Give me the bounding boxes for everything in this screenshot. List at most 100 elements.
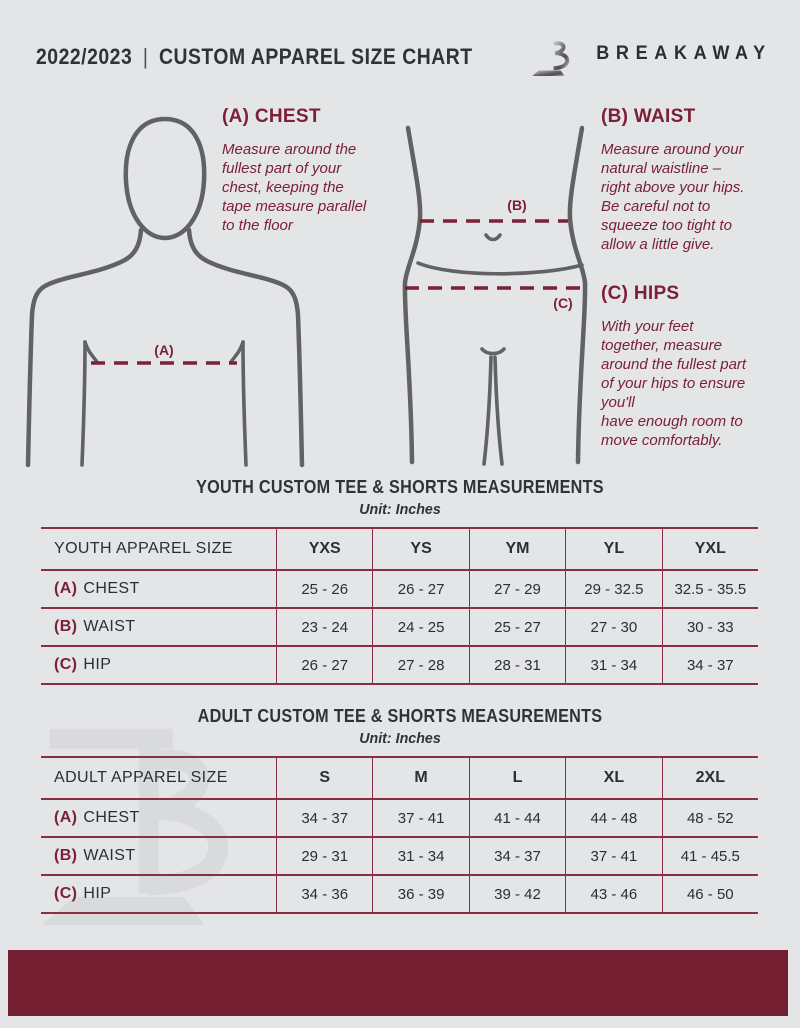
instruction-hips: (C) HIPS With your feet together, measur… <box>601 283 799 450</box>
table-row: (C) HIP 34 - 36 36 - 39 39 - 42 43 - 46 46 - 5… <box>41 876 758 914</box>
measurement-letter: (C) <box>54 885 78 902</box>
waist-line-label: (B) <box>507 197 526 213</box>
size-column-header: 2XL <box>661 758 758 798</box>
watermark-b-logo <box>41 728 229 925</box>
breakaway-b-logo-icon <box>532 37 570 76</box>
body-outline <box>402 125 588 466</box>
table-row: (A) CHEST 34 - 37 37 - 41 41 - 44 44 - 48 48 -… <box>41 800 758 838</box>
title-text: CUSTOM APPAREL SIZE CHART <box>158 44 473 69</box>
measurement-value-cell: 31 - 34 <box>565 647 661 683</box>
title-divider: | <box>142 44 149 69</box>
measurement-value-cell: 26 - 27 <box>276 647 372 683</box>
measurement-value-cell: 32.5 - 35.5 <box>661 571 758 607</box>
measurement-value-cell: 29 - 31 <box>276 838 372 874</box>
measurement-letter: (C) <box>54 656 78 673</box>
table-header-row: ADULT APPAREL SIZE S M L XL 2XL <box>41 758 758 800</box>
instruction-waist-heading: (B) WAIST <box>601 106 696 127</box>
size-column-header: YS <box>372 529 468 569</box>
measurement-value-cell: 25 - 26 <box>276 571 372 607</box>
instruction-chest-heading: (A) CHEST <box>222 106 321 127</box>
measurement-label-cell: (A) CHEST <box>41 571 276 607</box>
measurement-letter: (B) <box>54 847 78 864</box>
page-title: 2022/2023 | CUSTOM APPAREL SIZE CHART <box>36 44 473 70</box>
brand-name: BREAKAWAY <box>596 43 772 64</box>
size-column-header: YM <box>468 529 565 569</box>
measurement-value-cell: 34 - 37 <box>468 838 565 874</box>
measurement-value-cell: 27 - 30 <box>565 609 661 645</box>
measurement-value-cell: 43 - 46 <box>565 876 661 912</box>
measurement-name: CHEST <box>83 580 140 597</box>
youth-size-table: YOUTH APPAREL SIZE YXS YS YM YL YXL (A) CHEST 25… <box>41 527 758 685</box>
waist-hips-figure-illustration: (B) (C) <box>402 125 588 466</box>
measurement-letter: (B) <box>54 618 78 635</box>
chest-line-label: (A) <box>154 342 173 358</box>
hips-line-label: (C) <box>553 295 572 311</box>
table-row: (C) HIP 26 - 27 27 - 28 28 - 31 31 - 34 34 - 3… <box>41 647 758 685</box>
measurement-value-cell: 26 - 27 <box>372 571 468 607</box>
youth-table-title: YOUTH CUSTOM TEE & SHORTS MEASUREMENTS <box>196 477 604 497</box>
instruction-chest-body: Measure around the fullest part of your … <box>222 141 367 234</box>
measurement-value-cell: 34 - 36 <box>276 876 372 912</box>
size-column-header: YXS <box>276 529 372 569</box>
measurement-name: HIP <box>83 885 112 902</box>
measurement-value-cell: 48 - 52 <box>661 800 758 836</box>
measurement-value-cell: 30 - 33 <box>661 609 758 645</box>
instruction-chest: (A) CHEST Measure around the fullest par… <box>222 106 412 235</box>
chest-figure-illustration: (A) <box>25 116 305 468</box>
size-column-header: YL <box>565 529 661 569</box>
measurement-label-cell: (A) CHEST <box>41 800 276 836</box>
measurement-letter: (A) <box>54 809 78 826</box>
table-header-row: YOUTH APPAREL SIZE YXS YS YM YL YXL <box>41 529 758 571</box>
row-label-column-header: YOUTH APPAREL SIZE <box>54 540 233 557</box>
table-row: (B) WAIST 23 - 24 24 - 25 25 - 27 27 - 30 30 -… <box>41 609 758 647</box>
measurement-value-cell: 23 - 24 <box>276 609 372 645</box>
measurement-value-cell: 28 - 31 <box>468 647 565 683</box>
size-column-header: L <box>468 758 565 798</box>
brand-lockup: BREAKAWAY <box>530 28 772 80</box>
instruction-waist: (B) WAIST Measure around your natural wa… <box>601 106 796 254</box>
measurement-label-cell: (B) WAIST <box>41 838 276 874</box>
footer-bar <box>8 950 788 1016</box>
measurement-value-cell: 34 - 37 <box>661 647 758 683</box>
size-column-header: XL <box>565 758 661 798</box>
instruction-hips-body: With your feet together, measure around … <box>601 318 747 449</box>
instruction-hips-heading: (C) HIPS <box>601 283 680 304</box>
row-label-column-header: ADULT APPAREL SIZE <box>54 769 228 786</box>
measurement-name: HIP <box>83 656 112 673</box>
measurement-label-cell: (C) HIP <box>41 647 276 683</box>
measurement-name: WAIST <box>83 618 136 635</box>
measurement-value-cell: 41 - 44 <box>468 800 565 836</box>
measurement-value-cell: 27 - 28 <box>372 647 468 683</box>
measurement-label-cell: (C) HIP <box>41 876 276 912</box>
table-row: (B) WAIST 29 - 31 31 - 34 34 - 37 37 - 41 41 -… <box>41 838 758 876</box>
adult-table-unit: Unit: Inches <box>359 730 441 747</box>
measurement-label-cell: (B) WAIST <box>41 609 276 645</box>
measurement-value-cell: 44 - 48 <box>565 800 661 836</box>
youth-table-unit: Unit: Inches <box>359 501 441 518</box>
body-outline <box>25 116 305 468</box>
measurement-name: CHEST <box>83 809 140 826</box>
measurement-value-cell: 41 - 45.5 <box>661 838 758 874</box>
table-row: (A) CHEST 25 - 26 26 - 27 27 - 29 29 - 32.5 32… <box>41 571 758 609</box>
adult-table-title: ADULT CUSTOM TEE & SHORTS MEASUREMENTS <box>197 706 603 726</box>
measurement-value-cell: 46 - 50 <box>661 876 758 912</box>
measurement-value-cell: 39 - 42 <box>468 876 565 912</box>
adult-size-table: ADULT APPAREL SIZE S M L XL 2XL (A) CHEST 34 - 3… <box>41 756 758 914</box>
measurement-value-cell: 37 - 41 <box>565 838 661 874</box>
measurement-letter: (A) <box>54 580 78 597</box>
size-column-header: M <box>372 758 468 798</box>
measurement-name: WAIST <box>83 847 136 864</box>
measurement-value-cell: 37 - 41 <box>372 800 468 836</box>
measurement-value-cell: 36 - 39 <box>372 876 468 912</box>
size-column-header: S <box>276 758 372 798</box>
title-year: 2022/2023 <box>36 44 133 69</box>
measurement-value-cell: 29 - 32.5 <box>565 571 661 607</box>
measurement-value-cell: 25 - 27 <box>468 609 565 645</box>
size-column-header: YXL <box>661 529 758 569</box>
measurement-value-cell: 31 - 34 <box>372 838 468 874</box>
measurement-value-cell: 34 - 37 <box>276 800 372 836</box>
measurement-value-cell: 24 - 25 <box>372 609 468 645</box>
measurement-value-cell: 27 - 29 <box>468 571 565 607</box>
instruction-waist-body: Measure around your natural waistline – … <box>601 141 745 253</box>
